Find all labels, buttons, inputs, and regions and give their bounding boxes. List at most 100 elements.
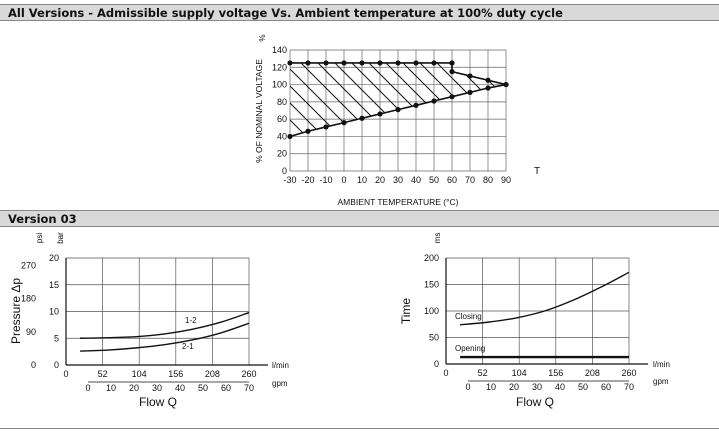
section-header-title: All Versions - Admissible supply voltage…: [8, 6, 563, 20]
x-tick-label-lmin: 104: [512, 368, 527, 378]
y-tick-label: 0: [434, 359, 439, 369]
data-point: [449, 94, 455, 100]
x-tick-label-lmin: 0: [63, 369, 68, 379]
x-tick-label-lmin: 104: [132, 369, 147, 379]
y-tick-label: 120: [272, 62, 287, 72]
data-point: [485, 77, 491, 83]
data-point: [431, 98, 437, 104]
series-line-closing: [460, 271, 630, 326]
y-tick-label: 60: [277, 114, 287, 124]
data-point: [431, 60, 437, 66]
data-point: [467, 73, 473, 79]
x-tick-label-gpm: 60: [221, 383, 231, 393]
x-tick-label-lmin: 208: [585, 368, 600, 378]
data-point: [449, 60, 455, 66]
admissible-region: [290, 62, 506, 137]
data-point: [413, 60, 419, 66]
x-tick-label: 10: [357, 175, 367, 185]
x-tick-label: 20: [375, 175, 385, 185]
y-tick-label: 80: [277, 97, 287, 107]
x-unit-gpm: gpm: [653, 377, 669, 386]
x-tick-label-gpm: 50: [578, 382, 588, 392]
y-unit-psi: psi: [35, 233, 44, 243]
y-tick-label: 150: [424, 280, 439, 290]
y-tick-label: 20: [277, 149, 287, 159]
section-header-all-versions: All Versions - Admissible supply voltage…: [0, 4, 719, 21]
x-tick-label-lmin: 208: [205, 369, 220, 379]
x-tick-label: 40: [411, 175, 421, 185]
x-tick-label-gpm: 50: [198, 383, 208, 393]
series-label: 1-2: [185, 316, 197, 325]
x-tick-label-lmin: 0: [443, 368, 448, 378]
data-point: [305, 128, 311, 134]
data-point: [305, 60, 311, 66]
x-tick-label: 70: [465, 175, 475, 185]
bottom-divider: [0, 428, 719, 429]
data-point: [323, 124, 329, 130]
x-axis-letter: T: [534, 166, 540, 177]
x-tick-label-gpm: 70: [624, 382, 634, 392]
x-tick-label-lmin: 260: [621, 368, 636, 378]
y-tick-label: 100: [272, 80, 287, 90]
y-tick-label-bar: 5: [54, 333, 59, 343]
x-tick-label-gpm: 70: [244, 383, 254, 393]
data-point: [287, 60, 293, 66]
x-unit-lmin: l/min: [653, 360, 670, 369]
y-unit-label: %: [258, 34, 267, 41]
x-tick-label: 30: [393, 175, 403, 185]
x-tick-label: 0: [341, 175, 346, 185]
y-tick-label-psi: 0: [31, 360, 36, 370]
y-tick-label: 100: [424, 306, 439, 316]
x-tick-label-gpm: 30: [152, 383, 162, 393]
data-point: [287, 133, 293, 140]
y-tick-label-bar: 10: [49, 307, 59, 317]
x-unit-lmin: l/min: [272, 361, 289, 370]
data-point: [467, 89, 473, 95]
x-tick-label-lmin: 52: [478, 368, 488, 378]
x-tick-label-gpm: 20: [129, 383, 139, 393]
data-point: [323, 60, 329, 66]
data-point: [359, 115, 365, 121]
data-point: [395, 60, 401, 66]
y-axis-label: Time: [399, 298, 413, 325]
series-line-2-1: [80, 322, 250, 352]
x-tick-label-lmin: 52: [98, 369, 108, 379]
x-tick-label-gpm: 10: [486, 382, 496, 392]
y-tick-label: 200: [424, 253, 439, 263]
y-tick-label-psi: 270: [21, 260, 36, 270]
data-point: [503, 81, 509, 88]
x-tick-label: 50: [429, 175, 439, 185]
x-axis-label: Flow Q: [139, 395, 177, 409]
data-point: [449, 69, 455, 75]
y-unit-label: ms: [433, 233, 442, 244]
x-tick-label: 90: [501, 175, 511, 185]
section-header-title: Version 03: [8, 212, 77, 226]
x-axis-label: Flow Q: [516, 395, 554, 409]
data-point: [341, 120, 347, 126]
x-tick-label-gpm: 0: [465, 382, 470, 392]
y-tick-label-psi: 90: [26, 327, 36, 337]
series-label: Closing: [455, 312, 482, 321]
series-line-1-2: [80, 311, 250, 339]
x-unit-gpm: gpm: [272, 379, 288, 388]
x-axis-label: AMBIENT TEMPERATURE (°C): [338, 197, 459, 207]
y-tick-label: 140: [272, 45, 287, 55]
x-tick-label-gpm: 60: [601, 382, 611, 392]
y-tick-label: 0: [282, 166, 287, 176]
data-point: [377, 111, 383, 117]
y-axis-label: Pressure Δp: [9, 278, 23, 344]
x-tick-label-gpm: 20: [509, 382, 519, 392]
y-tick-label-psi: 180: [21, 294, 36, 304]
x-tick-label-lmin: 156: [548, 368, 563, 378]
section-header-version-03: Version 03: [0, 210, 719, 227]
data-point: [359, 60, 365, 66]
data-point: [413, 102, 419, 108]
x-tick-label-gpm: 40: [175, 383, 185, 393]
x-tick-label-gpm: 30: [532, 382, 542, 392]
y-tick-label-bar: 15: [49, 280, 59, 290]
x-tick-label: -20: [301, 175, 314, 185]
y-unit-bar: bar: [56, 232, 65, 244]
